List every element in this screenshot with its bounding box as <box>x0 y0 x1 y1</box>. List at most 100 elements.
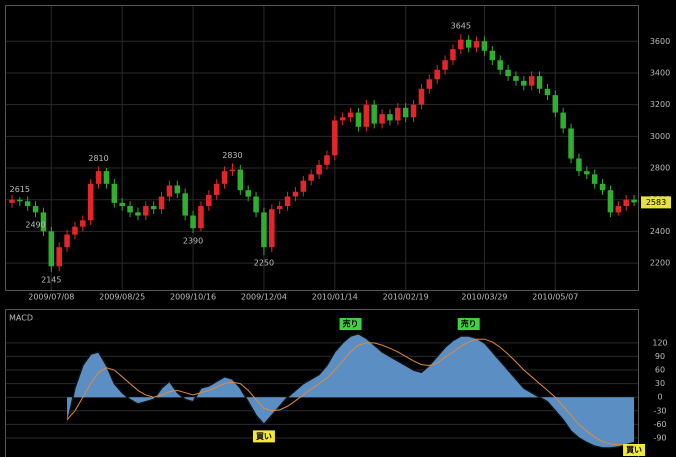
y-tick-label: 2200 <box>650 259 670 268</box>
macd-title: MACD <box>9 314 33 323</box>
candle-body <box>182 193 188 216</box>
signal-line <box>66 338 635 446</box>
candle-body <box>229 169 236 172</box>
candle-body <box>339 117 346 121</box>
candle-body <box>410 104 417 118</box>
candle-body <box>371 104 377 124</box>
candle-body <box>568 128 574 159</box>
candle-body <box>80 220 86 227</box>
candle-body <box>316 164 322 175</box>
x-tick-label: 2010/03/29 <box>461 293 507 302</box>
y-tick-label: 90 <box>655 352 665 361</box>
candle-body <box>560 112 566 129</box>
y-tick-label: 2400 <box>650 227 670 236</box>
candle-body <box>450 49 456 61</box>
candle-body <box>395 107 401 121</box>
candle-body <box>489 50 496 61</box>
candle-body <box>332 120 338 156</box>
candle-body <box>40 212 47 232</box>
candle-body <box>64 234 70 248</box>
macd-area <box>67 333 635 448</box>
y-tick-label: -90 <box>653 433 666 442</box>
candle-body <box>442 60 448 70</box>
price-panel <box>5 5 639 291</box>
last-price-label: 2583 <box>646 198 666 207</box>
y-tick-label: 120 <box>652 338 667 347</box>
candle-body <box>387 114 393 121</box>
signal-label: 売り <box>343 319 359 329</box>
candle-body <box>72 226 78 235</box>
candle-body <box>206 194 212 207</box>
candle-body <box>174 185 181 194</box>
candle-body <box>166 185 173 197</box>
price-annotation: 2830 <box>222 151 242 160</box>
macd-line <box>66 332 635 449</box>
candle-body <box>505 69 511 77</box>
x-tick-label: 2009/10/16 <box>170 293 216 302</box>
candle-body <box>528 76 535 86</box>
candle-body <box>221 171 228 184</box>
y-tick-label: 60 <box>655 366 665 375</box>
candle-body <box>24 201 31 207</box>
candle-body <box>426 79 433 89</box>
x-tick-label: 2010/05/07 <box>532 293 578 302</box>
candle-body <box>111 183 118 203</box>
y-tick-label: 3400 <box>650 68 670 77</box>
candle-body <box>95 171 102 184</box>
candle-body <box>402 107 409 118</box>
signal-label: 売り <box>461 319 477 329</box>
y-tick-label: 2800 <box>650 164 670 173</box>
y-tick-label: 3200 <box>650 100 670 109</box>
candle-body <box>347 112 354 118</box>
price-annotation: 2810 <box>88 154 108 163</box>
candle-body <box>56 247 62 267</box>
y-tick-label: 0 <box>657 393 662 402</box>
candle-body <box>473 41 480 48</box>
candle-body <box>87 183 94 221</box>
x-tick-label: 2009/08/25 <box>99 293 145 302</box>
candle-body <box>481 41 488 51</box>
candle-body <box>284 196 291 207</box>
candle-body <box>292 191 299 197</box>
candle-body <box>591 174 598 184</box>
signal-box <box>623 444 646 456</box>
candle-body <box>497 60 503 70</box>
y-tick-label: -30 <box>653 406 666 415</box>
candle-body <box>276 206 283 210</box>
candle-body <box>9 199 15 203</box>
candle-body <box>119 202 125 207</box>
signal-box <box>252 430 275 443</box>
candle-body <box>552 95 559 113</box>
candle-body <box>631 199 637 203</box>
candle-body <box>158 196 165 210</box>
price-annotation: 2145 <box>41 275 61 284</box>
candle-body <box>584 171 590 175</box>
candle-body <box>379 114 385 124</box>
price-annotation: 2490 <box>25 221 45 230</box>
candle-body <box>300 180 307 192</box>
candle-body <box>213 183 220 195</box>
candle-body <box>143 206 149 216</box>
x-tick-label: 2010/01/14 <box>312 293 358 302</box>
candle-body <box>544 88 551 96</box>
signal-box <box>457 318 480 331</box>
candle-body <box>135 212 141 216</box>
candle-body <box>615 206 622 213</box>
y-tick-label: 3000 <box>650 132 670 141</box>
macd-panel <box>5 309 639 457</box>
candle-body <box>458 39 464 50</box>
candle-body <box>576 158 582 172</box>
candle-body <box>513 76 519 81</box>
candle-body <box>308 174 314 181</box>
candle-body <box>190 215 196 229</box>
candle-body <box>521 80 527 86</box>
candle-body <box>198 206 204 229</box>
signal-label: 買い <box>626 446 642 455</box>
candle-body <box>434 69 440 80</box>
price-annotation: 3645 <box>451 22 471 31</box>
candle-body <box>245 190 251 197</box>
x-tick-label: 2009/12/04 <box>241 293 287 302</box>
candle-body <box>127 206 133 213</box>
price-annotation: 2250 <box>254 259 274 268</box>
